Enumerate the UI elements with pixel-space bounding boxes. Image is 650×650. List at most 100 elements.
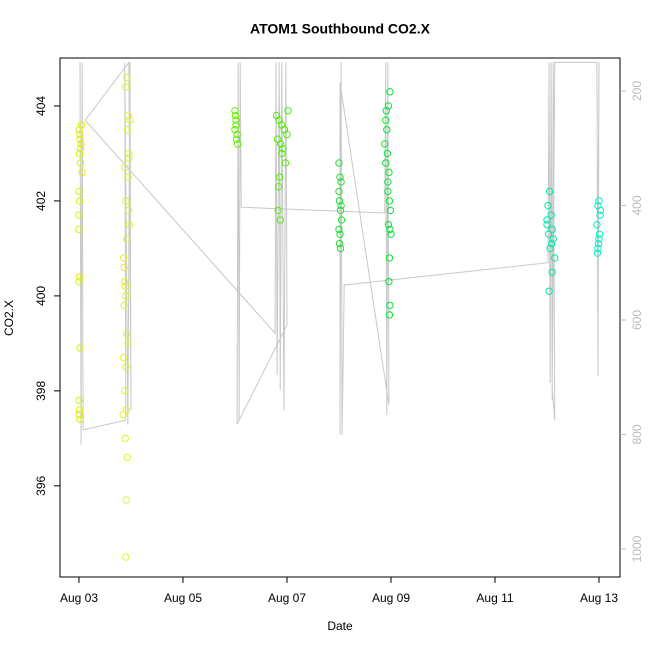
point [544,201,552,210]
point [120,254,128,262]
point [121,282,129,291]
point [75,396,83,405]
point [120,301,128,310]
x-tick-label: Aug 05 [164,591,202,605]
point [337,201,345,210]
point [596,211,604,219]
point [544,230,553,238]
point [593,220,601,229]
point [385,168,393,177]
point [120,263,128,272]
point [233,140,242,148]
point [545,187,554,196]
x-tick-label: Aug 11 [476,591,513,605]
point [75,273,84,281]
point [382,107,391,115]
point [337,216,346,224]
x-axis-label: Date [327,619,353,633]
point [335,187,343,196]
point [385,311,394,319]
point [274,182,283,191]
y2-tick-label: 600 [630,310,644,330]
point [595,230,604,238]
point [551,254,559,262]
point [547,239,556,248]
profile-line [79,60,600,445]
point [546,244,554,253]
point [385,277,393,286]
point [119,410,127,419]
point [384,220,393,229]
point [233,130,241,139]
point [336,230,344,238]
point [76,159,85,167]
y2-tick-label: 800 [630,424,644,444]
point [384,102,393,110]
point [76,144,85,153]
point [548,268,556,276]
point [78,168,86,177]
y2-tick-label: 400 [630,195,644,215]
y-tick-label: 400 [34,286,48,306]
point [386,206,395,215]
point [279,144,287,153]
point [386,301,394,310]
point [284,107,292,115]
point [385,254,394,262]
point [76,130,84,139]
point [281,159,290,167]
point [122,496,131,504]
point [384,187,392,196]
point [384,178,392,186]
point [122,83,130,91]
x-tick-label: Aug 07 [268,591,306,605]
point [125,154,133,162]
y2-tick-label: 200 [630,81,644,101]
point [231,107,239,115]
point [336,244,345,253]
point [124,206,133,215]
point [123,126,132,134]
point [387,230,395,238]
point [122,363,130,371]
point [126,116,134,124]
point [594,244,602,253]
x-tick-label: Aug 09 [372,591,410,605]
point [77,121,86,129]
point [386,88,394,96]
y2-tick-label: 1000 [630,535,644,562]
point [75,197,84,205]
point [594,239,603,248]
point [595,235,603,243]
point [548,225,556,234]
point [276,173,284,181]
point [76,135,84,143]
point [276,216,284,224]
y-tick-label: 398 [34,381,48,401]
point [122,292,130,300]
point [232,116,240,124]
point [336,206,345,215]
point [383,126,391,134]
point [277,140,285,148]
point [547,211,555,219]
point [76,415,84,424]
point [231,111,240,120]
point [335,197,344,205]
point [124,173,132,181]
point [596,206,605,215]
point [593,249,602,257]
point [75,410,83,419]
point [75,277,83,286]
point [125,220,134,229]
point [123,330,131,338]
point [75,149,84,158]
point [77,140,85,148]
point [335,159,343,167]
point [386,225,394,234]
point [382,159,390,167]
point [549,235,557,243]
point [122,197,130,205]
point [283,130,291,139]
